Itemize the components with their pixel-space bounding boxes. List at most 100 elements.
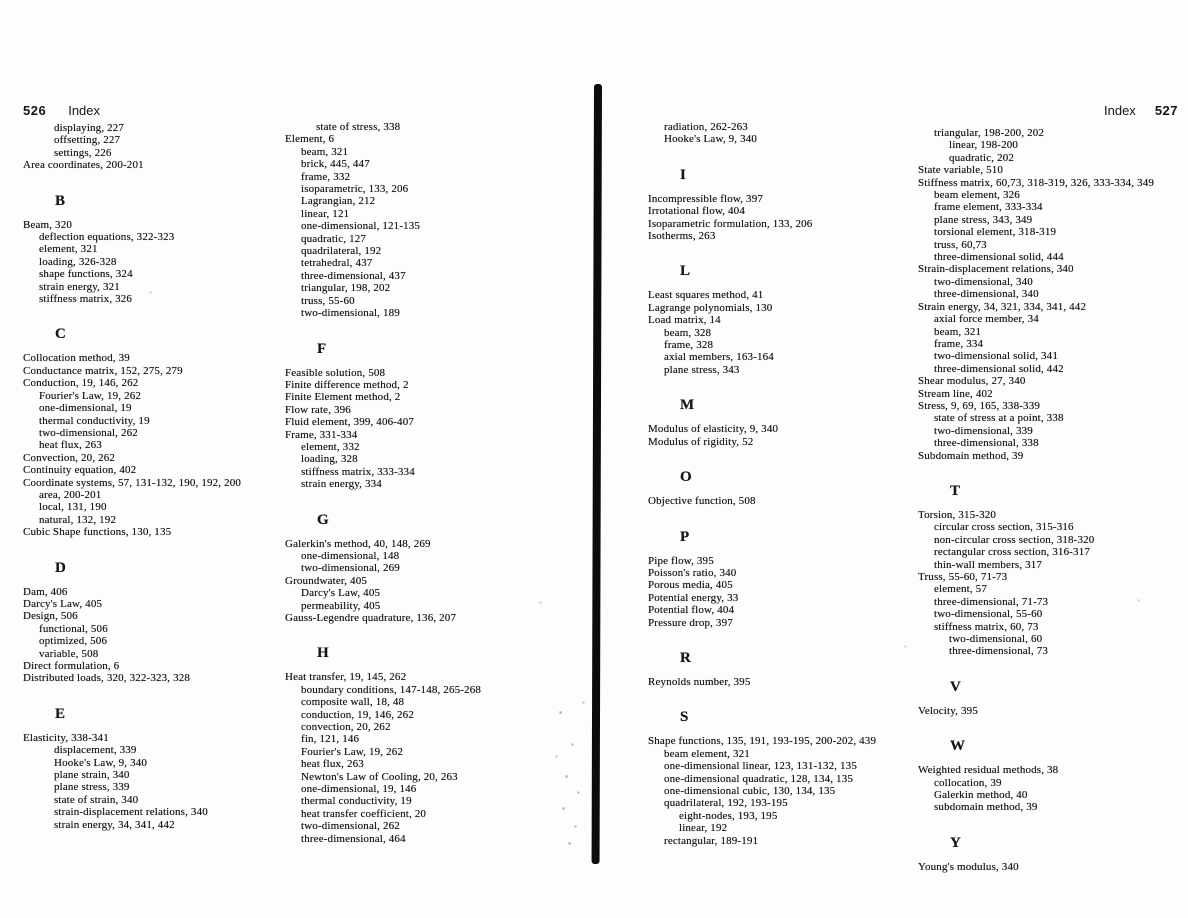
index-entry: displaying, 227 xyxy=(54,122,125,134)
index-entry: three-dimensional, 338 xyxy=(934,437,1039,450)
index-entry: Velocity, 395 xyxy=(918,704,978,717)
index-entry: axial members, 163-164 xyxy=(664,351,774,364)
index-entry: Torsion, 315-320 xyxy=(918,508,997,521)
index-entry: Young's modulus, 340 xyxy=(918,860,1019,873)
index-entry: one-dimensional, 19, 146 xyxy=(301,783,417,796)
section-letter-heading: F xyxy=(317,340,327,357)
index-entry: state of stress at a point, 338 xyxy=(934,412,1064,425)
index-entry: Lagrange polynomials, 130 xyxy=(648,301,773,314)
index-entry: truss, 60,73 xyxy=(934,238,987,251)
index-entry: beam, 328 xyxy=(664,326,712,339)
index-entry: linear, 192 xyxy=(679,822,728,835)
index-entry: Strain-displacement relations, 340 xyxy=(918,263,1074,276)
index-entry: variable, 508 xyxy=(39,647,99,660)
index-entry: one-dimensional, 148 xyxy=(301,549,400,562)
index-entry: Isoparametric formulation, 133, 206 xyxy=(648,217,813,230)
index-entry: Poisson's ratio, 340 xyxy=(648,566,737,579)
index-entry: element, 321 xyxy=(39,243,98,256)
index-entry: axial force member, 34 xyxy=(934,313,1039,326)
index-entry: stiffness matrix, 333-334 xyxy=(301,465,415,478)
index-entry: truss, 55-60 xyxy=(301,294,355,307)
index-entry: eight-nodes, 193, 195 xyxy=(679,809,778,822)
index-entry: settings, 226 xyxy=(54,146,112,159)
index-entry: State variable, 510 xyxy=(918,164,1004,177)
index-entry: Elasticity, 338-341 xyxy=(23,731,109,744)
left-page-column-1: displaying, 227 offsetting, 227 settings, … xyxy=(23,122,285,831)
index-entry: one-dimensional, 19 xyxy=(39,402,132,415)
index-entry: two-dimensional, 60 xyxy=(949,633,1043,646)
section-letter-heading: H xyxy=(317,645,329,662)
index-entry: Continuity equation, 402 xyxy=(23,464,137,477)
index-entry: frame, 328 xyxy=(664,339,714,352)
index-entry: deflection equations, 322-323 xyxy=(39,231,175,244)
index-entry: thermal conductivity, 19 xyxy=(39,414,150,427)
index-entry: plane stress, 343, 349 xyxy=(934,213,1033,226)
index-entry: Convection, 20, 262 xyxy=(23,451,116,464)
index-entry: Fourier's Law, 19, 262 xyxy=(39,389,142,402)
index-entry: boundary conditions, 147-148, 265-268 xyxy=(301,683,482,696)
index-entry: beam, 321 xyxy=(301,145,349,158)
index-entry: Newton's Law of Cooling, 20, 263 xyxy=(301,770,458,783)
index-entry: triangular, 198, 202 xyxy=(301,282,391,295)
index-entry: displacement, 339 xyxy=(54,744,137,757)
section-letter-heading: M xyxy=(680,397,695,414)
index-entry: Darcy's Law, 405 xyxy=(301,587,381,600)
index-entry: one-dimensional quadratic, 128, 134, 135 xyxy=(664,772,853,785)
section-letter-heading: V xyxy=(950,678,962,695)
section-letter-heading: Y xyxy=(950,834,962,851)
index-entry: Stream line, 402 xyxy=(918,387,993,400)
page-gutter-divider xyxy=(591,83,602,865)
section-letter-heading: T xyxy=(950,482,961,499)
index-entry: area, 200-201 xyxy=(39,488,102,501)
index-entry: offsetting, 227 xyxy=(54,134,121,147)
index-entry: Galerkin method, 40 xyxy=(934,789,1028,802)
index-entry: permeability, 405 xyxy=(301,599,381,612)
index-entry: non-circular cross section, 318-320 xyxy=(934,533,1095,546)
index-entry: frame, 334 xyxy=(934,337,984,350)
index-entry: two-dimensional, 340 xyxy=(934,275,1033,288)
index-entry: stiffness matrix, 60, 73 xyxy=(934,620,1039,633)
right-page-running-head: Index 527 xyxy=(1104,103,1179,118)
section-letter-heading: I xyxy=(680,166,687,183)
index-entry: beam element, 321 xyxy=(664,747,750,760)
index-entry: one-dimensional cubic, 130, 134, 135 xyxy=(664,784,836,797)
index-entry: three-dimensional, 71-73 xyxy=(934,595,1049,608)
index-entry: state of strain, 340 xyxy=(54,793,139,806)
index-entry: brick, 445, 447 xyxy=(301,158,370,171)
index-entry: Area coordinates, 200-201 xyxy=(23,159,144,172)
index-entry: composite wall, 18, 48 xyxy=(301,696,405,709)
index-entry: Stress, 9, 69, 165, 338-339 xyxy=(918,399,1040,412)
index-entry: strain energy, 334 xyxy=(301,478,382,491)
index-entry: Incompressible flow, 397 xyxy=(648,192,764,205)
section-letter-heading: R xyxy=(680,649,692,666)
index-entry: Irrotational flow, 404 xyxy=(648,205,745,218)
index-entry: plane stress, 339 xyxy=(54,781,130,794)
index-entry: three-dimensional, 437 xyxy=(301,269,406,282)
index-entry: heat transfer coefficient, 20 xyxy=(301,807,427,820)
section-letter-heading: P xyxy=(680,528,690,545)
index-entry: Finite Element method, 2 xyxy=(285,391,401,404)
index-entry: state of stress, 338 xyxy=(316,121,401,133)
index-entry: Finite difference method, 2 xyxy=(285,378,409,391)
right-page-column-1: radiation, 262-263 Hooke's Law, 9, 340 I In… xyxy=(648,121,920,847)
index-entry: two-dimensional, 189 xyxy=(301,307,400,320)
index-entry: strain energy, 34, 341, 442 xyxy=(54,818,175,831)
index-entry: linear, 121 xyxy=(301,207,350,220)
index-entry: frame element, 333-334 xyxy=(934,201,1043,214)
index-entry: two-dimensional, 269 xyxy=(301,562,400,575)
index-entry: three-dimensional, 464 xyxy=(301,832,406,845)
index-entry: Frame, 331-334 xyxy=(285,428,358,441)
index-entry: Lagrangian, 212 xyxy=(301,195,376,208)
right-page-header-label: Index xyxy=(1104,103,1136,118)
index-entry: triangular, 198-200, 202 xyxy=(934,127,1045,139)
index-entry: Potential energy, 33 xyxy=(648,591,739,604)
index-entry: collocation, 39 xyxy=(934,776,1002,789)
index-entry: thin-wall members, 317 xyxy=(934,558,1043,571)
index-entry: plane stress, 343 xyxy=(664,363,740,376)
index-entry: beam, 321 xyxy=(934,325,982,338)
index-entry: Design, 506 xyxy=(23,610,78,623)
index-entry: Potential flow, 404 xyxy=(648,604,735,617)
index-entry: two-dimensional solid, 341 xyxy=(934,350,1058,363)
index-entry: tetrahedral, 437 xyxy=(301,257,373,270)
